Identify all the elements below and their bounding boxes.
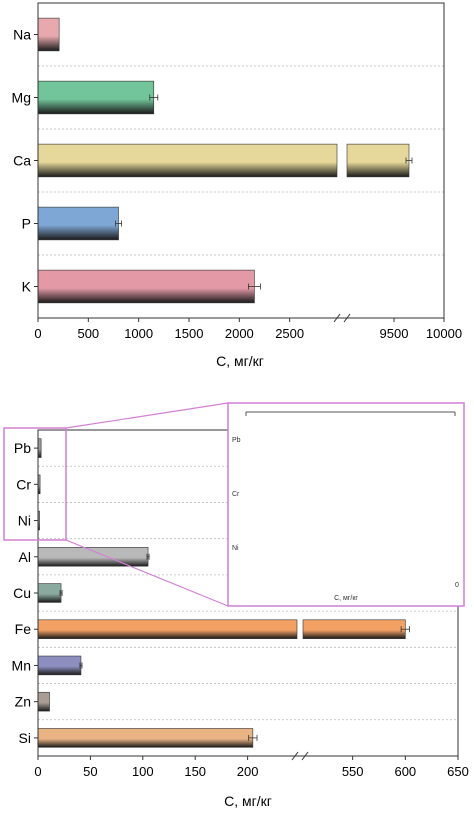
bot-bar-zn xyxy=(37,691,50,712)
inset-frame xyxy=(227,402,465,607)
top-x-tick-label: 0 xyxy=(34,326,41,341)
top-x-tick-label: 2500 xyxy=(275,326,304,341)
top-bars-group xyxy=(37,17,413,304)
bottom-bars-group xyxy=(37,438,410,748)
top-x-tick-label: 1500 xyxy=(175,326,204,341)
bot-category-label-cu: Cu xyxy=(13,585,31,601)
bot-x-tick-label: 650 xyxy=(447,764,469,779)
top-x-tick-label: 2000 xyxy=(225,326,254,341)
bot-category-label-mn: Mn xyxy=(12,657,31,673)
bot-bar-fe-segment-1 xyxy=(37,619,298,639)
bot-category-label-pb: Pb xyxy=(14,440,31,456)
top-category-label-k: K xyxy=(22,279,32,295)
inset-label-ni: Ni xyxy=(232,545,239,552)
bot-category-label-si: Si xyxy=(19,730,31,746)
top-bar-p xyxy=(37,206,119,241)
bot-category-label-ni: Ni xyxy=(18,513,31,529)
top-bar-mg xyxy=(37,80,155,115)
inset-panel: Pb Cr Ni 0 C, мг/кг xyxy=(227,402,465,607)
bot-x-tick-label: 550 xyxy=(342,764,364,779)
inset-label-pb: Pb xyxy=(232,437,241,444)
top-x-tick-labels: 0 500 1000 1500 2000 2500 9500 10000 xyxy=(34,313,462,341)
bottom-bar-chart: Pb Cr Ni Al Cu Fe Mn Zn Si 0 50 100 150 200 550 600 650… xyxy=(3,402,469,809)
top-bar-ca-segment-2 xyxy=(346,143,410,178)
bot-x-tick-label: 100 xyxy=(132,764,154,779)
top-x-tick-label: 9500 xyxy=(380,326,409,341)
bot-bar-si xyxy=(37,728,254,748)
bot-category-label-zn: Zn xyxy=(15,694,31,710)
zoom-highlight-box xyxy=(3,427,67,541)
bottom-category-labels: Pb Cr Ni Al Cu Fe Mn Zn Si xyxy=(12,440,38,746)
bot-category-label-cr: Cr xyxy=(16,476,31,492)
top-x-axis-title: C, мг/кг xyxy=(216,353,264,369)
bot-x-tick-label: 600 xyxy=(394,764,416,779)
inset-label-cr: Cr xyxy=(232,491,240,498)
inset-x-axis-title: C, мг/кг xyxy=(334,595,358,602)
zoom-connector-bottom xyxy=(65,539,229,607)
top-category-label-p: P xyxy=(22,216,31,232)
top-category-label-na: Na xyxy=(13,27,31,43)
bot-x-tick-label: 200 xyxy=(237,764,259,779)
top-bar-na xyxy=(37,17,60,52)
bot-bar-cu xyxy=(37,583,62,603)
top-category-label-ca: Ca xyxy=(13,153,31,169)
top-bar-k xyxy=(37,269,255,304)
inset-tick-zero: 0 xyxy=(455,582,459,589)
top-plot-frame xyxy=(37,2,445,319)
top-bar-chart: Na Mg Ca P K 0 500 1000 1500 2000 2500 9500 10000 C… xyxy=(12,2,462,369)
bot-category-label-fe: Fe xyxy=(15,621,32,637)
bot-x-tick-label: 0 xyxy=(34,764,41,779)
bot-bar-fe-segment-2 xyxy=(302,619,406,639)
bot-x-tick-label: 150 xyxy=(184,764,206,779)
bot-bar-al xyxy=(37,547,149,567)
bot-category-label-al: Al xyxy=(19,549,31,565)
bot-bar-mn xyxy=(37,655,82,676)
top-x-tick-label: 10000 xyxy=(426,326,462,341)
bottom-x-axis-title: C, мг/кг xyxy=(224,793,272,809)
bot-x-tick-label: 50 xyxy=(83,764,97,779)
top-x-tick-label: 1000 xyxy=(124,326,153,341)
zoom-connector-top xyxy=(65,402,229,429)
top-x-tick-label: 500 xyxy=(77,326,99,341)
top-category-label-mg: Mg xyxy=(12,90,31,106)
top-category-labels: Na Mg Ca P K xyxy=(12,27,38,295)
top-bar-ca-segment-1 xyxy=(37,143,338,178)
